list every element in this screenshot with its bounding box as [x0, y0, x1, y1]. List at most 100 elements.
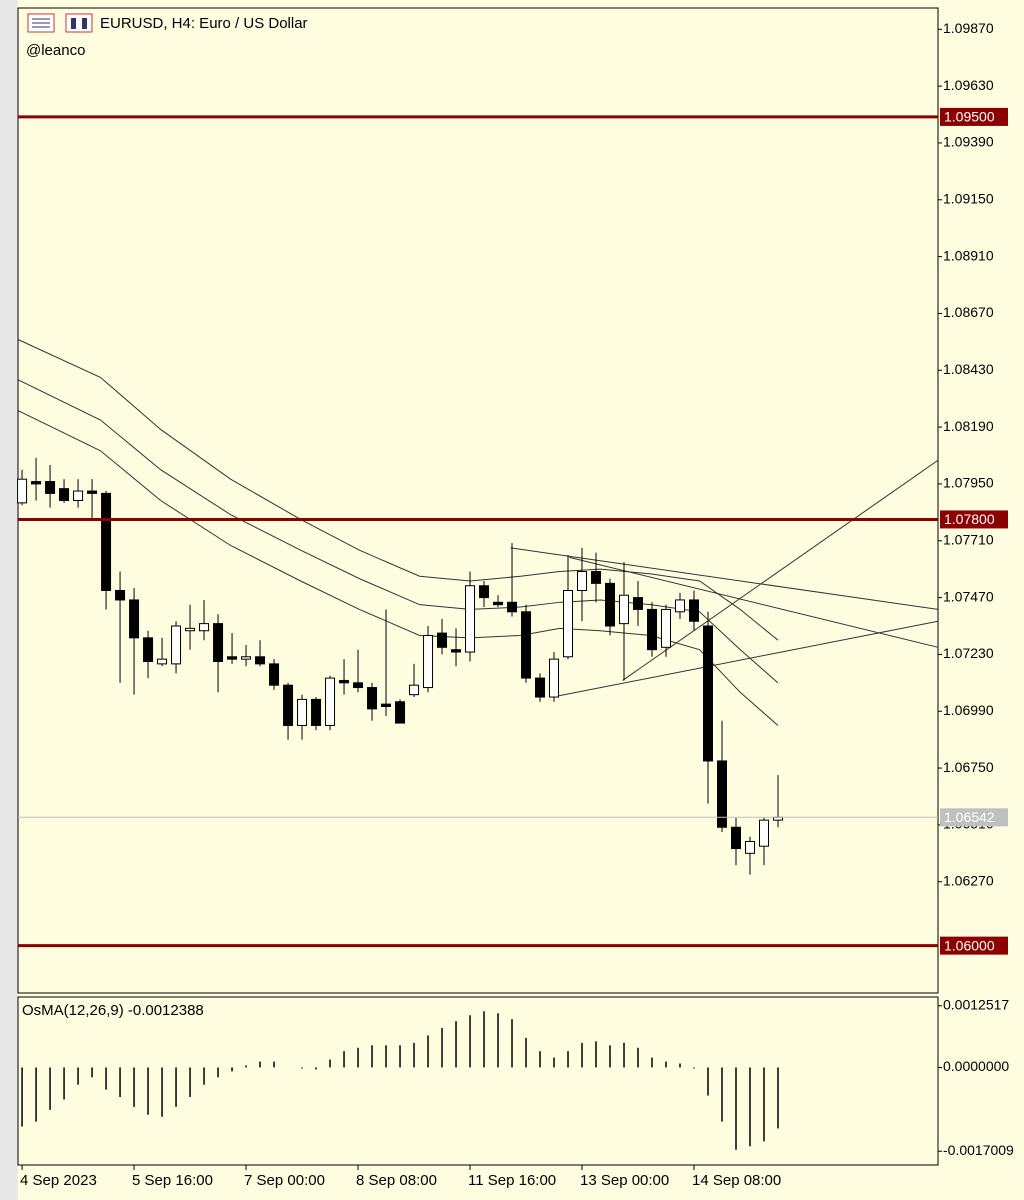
candle-body [171, 625, 182, 665]
candle-body [647, 608, 658, 651]
y-tick-label: 1.08910 [943, 247, 994, 263]
x-tick-label: 4 Sep 2023 [20, 1172, 97, 1189]
candle-body [87, 490, 98, 494]
candle-body [241, 656, 252, 660]
y-tick-label: 0.0000000 [943, 1058, 1009, 1074]
candle-body [661, 608, 672, 648]
chart-subtitle: @leanco [26, 42, 85, 59]
y-tick-label: 1.07710 [943, 531, 994, 547]
candle-body [758, 819, 769, 847]
icon-bar [71, 18, 76, 29]
candle-body [283, 684, 294, 726]
candle-body [381, 703, 392, 707]
candle-body [199, 623, 210, 632]
candle-body [437, 632, 448, 648]
candle-body [213, 623, 224, 663]
osma-pane [17, 996, 939, 1166]
candle-body [577, 571, 588, 591]
y-tick-label: 1.07950 [943, 475, 994, 491]
candle-body [311, 698, 322, 726]
candle-body [535, 677, 546, 698]
candle-body [115, 589, 126, 601]
indicator-line [622, 459, 939, 681]
candle-body [269, 663, 280, 686]
candle-body [353, 682, 364, 689]
candle-body [101, 492, 112, 591]
candle-body [423, 634, 434, 689]
left-frame [0, 0, 18, 1200]
x-tick-label: 7 Sep 00:00 [244, 1172, 325, 1189]
y-tick-label: 0.0012517 [943, 996, 1009, 1012]
candle-body [339, 679, 350, 684]
candle-body [619, 594, 630, 625]
y-tick-label: 1.09630 [943, 77, 994, 93]
candle-body [675, 599, 686, 613]
x-tick-label: 5 Sep 16:00 [132, 1172, 213, 1189]
candle-body [716, 760, 727, 828]
candle-body [689, 599, 700, 622]
x-tick-label: 11 Sep 16:00 [468, 1172, 556, 1189]
current-price-label: 1.06542 [944, 809, 995, 825]
price-level-label: 1.09500 [944, 109, 995, 125]
y-tick-label: 1.06990 [943, 702, 994, 718]
candle-body [479, 585, 490, 599]
y-tick-label: -0.0017009 [943, 1142, 1014, 1158]
candle-body [395, 701, 406, 724]
candle-body [325, 677, 336, 726]
indicator-title: OsMA(12,26,9) -0.0012388 [22, 1002, 204, 1019]
y-tick-label: 1.09390 [943, 134, 994, 150]
y-tick-label: 1.06270 [943, 872, 994, 888]
candle-body [465, 585, 476, 653]
y-tick-label: 1.09870 [943, 20, 994, 36]
candle-body [521, 611, 532, 679]
y-tick-label: 1.08670 [943, 304, 994, 320]
candle-body [409, 684, 420, 696]
candle-body [591, 571, 602, 584]
candle-body [744, 840, 755, 854]
candle-body [17, 478, 28, 504]
y-tick-label: 1.07230 [943, 645, 994, 661]
candle-body [31, 481, 42, 485]
x-tick-label: 14 Sep 08:00 [692, 1172, 781, 1189]
price-level-tag [940, 510, 1008, 529]
chart-title: EURUSD, H4: Euro / US Dollar [100, 15, 308, 32]
y-tick-label: 1.09150 [943, 190, 994, 206]
price-level-tag [940, 936, 1008, 955]
candle-body [563, 589, 574, 658]
icon-frame [65, 13, 93, 33]
x-tick-label: 13 Sep 00:00 [580, 1172, 669, 1189]
candle-body [507, 601, 518, 613]
current-price-tag [940, 808, 1008, 827]
indicator-line [552, 620, 939, 698]
y-tick-label: 1.07470 [943, 588, 994, 604]
icon-bar [82, 18, 87, 29]
candle-body [367, 687, 378, 710]
candle-body [493, 601, 504, 606]
candle-body [605, 582, 616, 627]
candle-body [633, 597, 644, 610]
candle-body [297, 698, 308, 726]
chart-icon [65, 13, 93, 33]
candle-body [185, 627, 196, 632]
menu-icon [27, 13, 55, 33]
candle-body [143, 637, 154, 663]
price-level-tag [940, 107, 1008, 126]
y-tick-label: 1.08190 [943, 418, 994, 434]
candle-body [227, 656, 238, 660]
y-tick-label: 1.06750 [943, 759, 994, 775]
y-tick-label: 1.08430 [943, 361, 994, 377]
price-level-label: 1.07800 [944, 511, 995, 527]
indicator-line [569, 556, 939, 648]
candle-body [549, 658, 560, 698]
candle-body [73, 490, 84, 501]
candle-body [157, 658, 168, 665]
candle-body [255, 656, 266, 665]
candle-body [59, 488, 70, 502]
candle-body [129, 599, 140, 639]
price-level-label: 1.06000 [944, 937, 995, 953]
candle-body [45, 481, 56, 494]
x-tick-label: 8 Sep 08:00 [356, 1172, 437, 1189]
candle-body [703, 625, 713, 762]
